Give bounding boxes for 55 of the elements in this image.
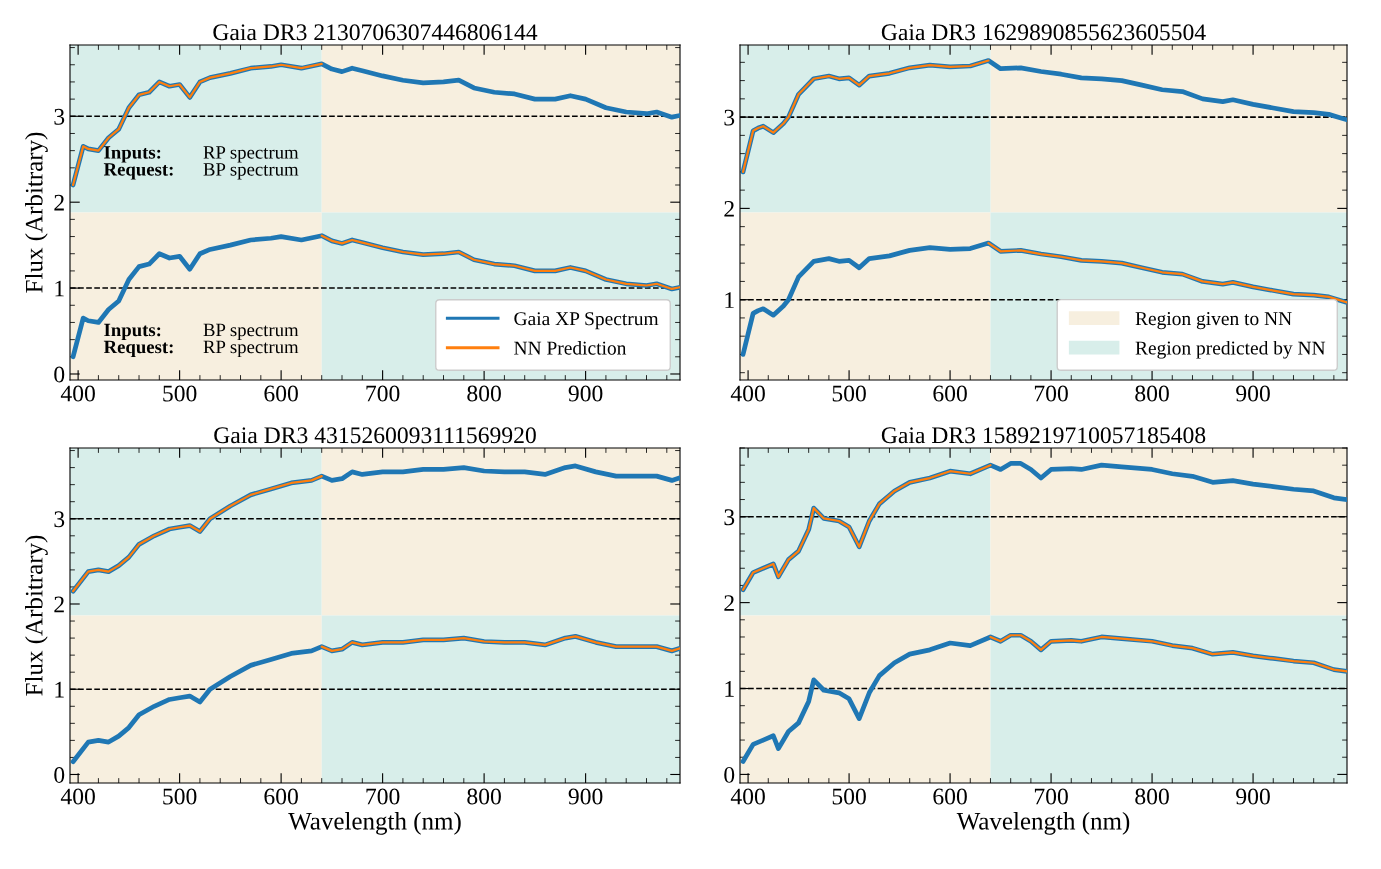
x-tick-label: 900 bbox=[568, 788, 603, 805]
x-tick-label: 500 bbox=[163, 788, 197, 805]
x-tick-label: 600 bbox=[933, 788, 967, 805]
annotation: BP spectrum RP spectrum bbox=[203, 323, 299, 358]
y-tick-label: 0 bbox=[54, 766, 65, 783]
x-tick-label: 400 bbox=[730, 385, 765, 402]
annotation: Inputs: Request: bbox=[103, 146, 173, 180]
annotation: RP spectrum BP spectrum bbox=[203, 146, 299, 180]
y-tick-label: 3 bbox=[724, 509, 735, 526]
x-axis-title: Wavelength (nm) bbox=[288, 812, 461, 835]
chart-title: Gaia DR3 1589219710057185408 bbox=[881, 427, 1206, 444]
x-tick-label: 400 bbox=[60, 385, 95, 402]
annotation: Inputs: Request: bbox=[103, 323, 173, 358]
x-tick-label: 900 bbox=[568, 385, 603, 402]
x-tick-label: 700 bbox=[1034, 788, 1068, 805]
x-tick-label: 600 bbox=[933, 385, 967, 402]
x-tick-label: 500 bbox=[832, 385, 866, 402]
y-tick-label: 1 bbox=[55, 280, 64, 297]
x-tick-label: 800 bbox=[1135, 385, 1169, 402]
y-tick-label: 3 bbox=[54, 108, 65, 125]
y-axis-title: Flux (Arbitrary) bbox=[25, 132, 48, 293]
y-tick-label: 3 bbox=[54, 511, 65, 528]
x-tick-label: 800 bbox=[1135, 788, 1169, 805]
y-tick-label: 1 bbox=[725, 292, 734, 308]
x-tick-label: 500 bbox=[163, 385, 197, 402]
x-tick-label: 400 bbox=[730, 788, 765, 805]
y-tick-label: 1 bbox=[725, 681, 734, 697]
legend-label: Region given to NN bbox=[1135, 312, 1292, 330]
x-tick-label: 800 bbox=[467, 788, 501, 805]
chart-title: Gaia DR3 1629890855623605504 bbox=[881, 24, 1206, 41]
y-tick-label: 0 bbox=[54, 366, 65, 383]
y-tick-label: 3 bbox=[724, 109, 735, 126]
legend-label: Gaia XP Spectrum bbox=[514, 312, 659, 330]
y-tick-label: 2 bbox=[724, 200, 734, 217]
y-tick-label: 0 bbox=[724, 766, 735, 783]
y-tick-label: 2 bbox=[54, 596, 64, 613]
chart-title: Gaia DR3 4315260093111569920 bbox=[214, 427, 536, 444]
x-axis-title: Wavelength (nm) bbox=[956, 812, 1130, 835]
x-tick-label: 900 bbox=[1236, 788, 1270, 805]
y-tick-label: 2 bbox=[724, 595, 734, 611]
chart-title: Gaia DR3 2130706307446806144 bbox=[213, 24, 538, 41]
legend-label: NN Prediction bbox=[514, 340, 627, 355]
x-tick-label: 700 bbox=[366, 788, 400, 805]
x-tick-label: 400 bbox=[60, 788, 95, 805]
x-tick-label: 800 bbox=[467, 385, 501, 402]
legend-label: Region predicted by NN bbox=[1135, 340, 1326, 359]
y-tick-label: 2 bbox=[54, 194, 64, 211]
x-tick-label: 600 bbox=[264, 788, 298, 805]
y-tick-label: 1 bbox=[55, 681, 64, 698]
x-tick-label: 600 bbox=[264, 385, 298, 402]
x-tick-label: 500 bbox=[832, 788, 866, 805]
y-axis-title: Flux (Arbitrary) bbox=[25, 535, 48, 696]
x-tick-label: 900 bbox=[1236, 385, 1270, 402]
x-tick-label: 700 bbox=[366, 385, 400, 402]
x-tick-label: 700 bbox=[1034, 385, 1068, 402]
